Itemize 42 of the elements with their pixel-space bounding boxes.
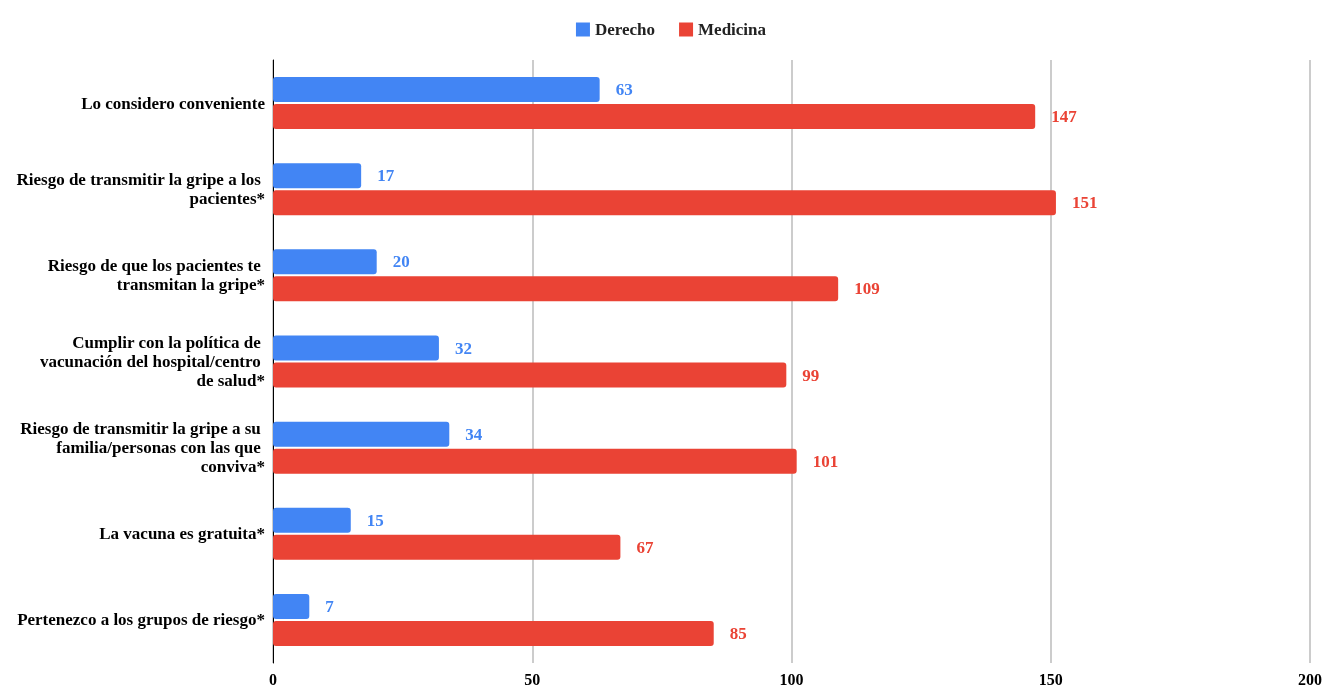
bar: [273, 276, 839, 302]
data-label: 32: [454, 338, 472, 358]
data-label: 101: [812, 451, 839, 471]
x-tick-label: 150: [1038, 670, 1063, 688]
x-tick-label: 50: [524, 670, 541, 688]
data-label: 147: [1051, 107, 1078, 127]
data-label: 85: [729, 623, 747, 643]
bar: [273, 104, 1036, 130]
y-tick-label: Riesgo de que los pacientes te transmitan la gripe*: [47, 256, 265, 295]
data-label: 17: [377, 166, 395, 186]
data-label: 63: [615, 80, 633, 100]
bar: [273, 448, 797, 474]
y-tick-label: Cumplir con la política de vacunación del hospital/centro de salud*: [40, 333, 265, 390]
bar: [273, 335, 439, 361]
y-tick-label: Riesgo de transmitir la gripe a su familia/personas con las que conviva*: [20, 419, 265, 477]
x-tick-label: 0: [269, 670, 277, 688]
bar: [273, 163, 362, 189]
data-label: 7: [325, 596, 335, 616]
y-tick-label: Lo considero conveniente: [81, 93, 266, 113]
bar: [273, 249, 377, 275]
bar: [273, 620, 714, 646]
x-tick-label: 100: [779, 670, 804, 688]
bar: [273, 77, 600, 103]
data-label: 99: [802, 365, 820, 385]
data-label: 151: [1071, 193, 1098, 213]
bar: [273, 362, 787, 388]
data-label: 34: [465, 424, 483, 444]
bar: [273, 190, 1056, 216]
bar: [273, 507, 351, 533]
bar: [273, 593, 310, 619]
data-label: 109: [854, 279, 880, 299]
legend-label: Derecho: [594, 20, 656, 39]
data-label: 20: [392, 252, 410, 272]
bar: [273, 534, 621, 560]
y-tick-label: Pertenezco a los grupos de riesgo*: [17, 610, 265, 630]
y-tick-label: La vacuna es gratuita*: [99, 524, 265, 544]
data-label: 67: [636, 537, 654, 557]
bar: [273, 421, 450, 447]
legend-label: Medicina: [698, 20, 767, 39]
x-tick-label: 200: [1298, 670, 1322, 688]
y-tick-label: Riesgo de transmitir la gripe a los pacientes*: [16, 170, 265, 209]
data-label: 15: [366, 510, 384, 530]
